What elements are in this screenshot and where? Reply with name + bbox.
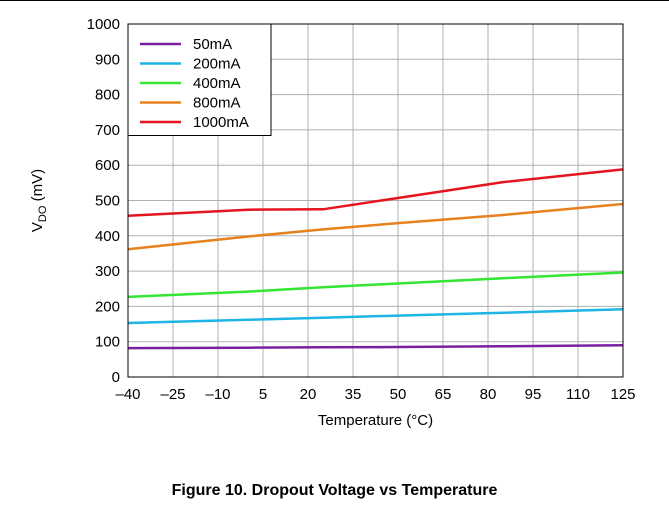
legend-box bbox=[127, 23, 272, 136]
y-tick-label: 100 bbox=[95, 334, 120, 351]
x-tick-label: –40 bbox=[115, 386, 140, 403]
y-tick-label: 300 bbox=[95, 263, 120, 280]
x-tick-label: 95 bbox=[525, 386, 542, 403]
legend-label-50mA: 50mA bbox=[193, 36, 232, 53]
figure-caption: Figure 10. Dropout Voltage vs Temperatur… bbox=[171, 482, 498, 499]
y-tick-label: 1000 bbox=[87, 16, 120, 33]
y-axis-title-main: V bbox=[29, 222, 46, 232]
x-tick-label: 80 bbox=[480, 386, 497, 403]
y-tick-label: 0 bbox=[112, 369, 120, 386]
legend-label-1000mA: 1000mA bbox=[193, 114, 249, 131]
x-tick-label: 35 bbox=[345, 386, 362, 403]
y-axis-title-sub: DO bbox=[37, 205, 49, 222]
top-rule bbox=[0, 0, 669, 1]
series-lines bbox=[127, 168, 624, 350]
y-tick-label: 800 bbox=[95, 87, 120, 104]
legend-label-800mA: 800mA bbox=[193, 95, 241, 112]
series-line-800mA bbox=[127, 202, 624, 251]
x-tick-label: 65 bbox=[435, 386, 452, 403]
x-tick-labels: –40 –25 –10 5 20 35 50 65 80 95 110 125 bbox=[115, 386, 635, 403]
y-tick-label: 900 bbox=[95, 51, 120, 68]
legend: 50mA 200mA 400mA 800mA 1000mA bbox=[127, 23, 272, 136]
series-line-400mA bbox=[127, 271, 624, 299]
y-tick-label: 400 bbox=[95, 228, 120, 245]
legend-label-200mA: 200mA bbox=[193, 56, 241, 73]
y-axis-title-unit: (mV) bbox=[29, 169, 46, 206]
series-line-1000mA bbox=[127, 168, 624, 217]
y-tick-label: 700 bbox=[95, 122, 120, 139]
x-tick-label: 20 bbox=[300, 386, 317, 403]
legend-label-400mA: 400mA bbox=[193, 75, 241, 92]
dropout-voltage-chart: –40 –25 –10 5 20 35 50 65 80 95 110 125 0 100 200 300 4… bbox=[29, 16, 636, 429]
x-tick-label: 50 bbox=[390, 386, 407, 403]
x-tick-label: –25 bbox=[160, 386, 185, 403]
series-line-50mA bbox=[127, 343, 624, 350]
series-line-200mA bbox=[127, 307, 624, 325]
x-tick-label: 125 bbox=[610, 386, 635, 403]
x-tick-label: 5 bbox=[259, 386, 267, 403]
y-tick-labels: 0 100 200 300 400 500 600 700 800 900 1000 bbox=[87, 16, 120, 386]
x-axis-title: Temperature (°C) bbox=[318, 412, 433, 429]
y-axis-title: VDO (mV) bbox=[29, 169, 49, 232]
y-tick-label: 500 bbox=[95, 193, 120, 210]
plot-frame bbox=[127, 23, 624, 378]
x-tick-label: –10 bbox=[205, 386, 230, 403]
y-tick-label: 600 bbox=[95, 157, 120, 174]
y-tick-label: 200 bbox=[95, 298, 120, 315]
x-tick-label: 110 bbox=[566, 386, 590, 403]
